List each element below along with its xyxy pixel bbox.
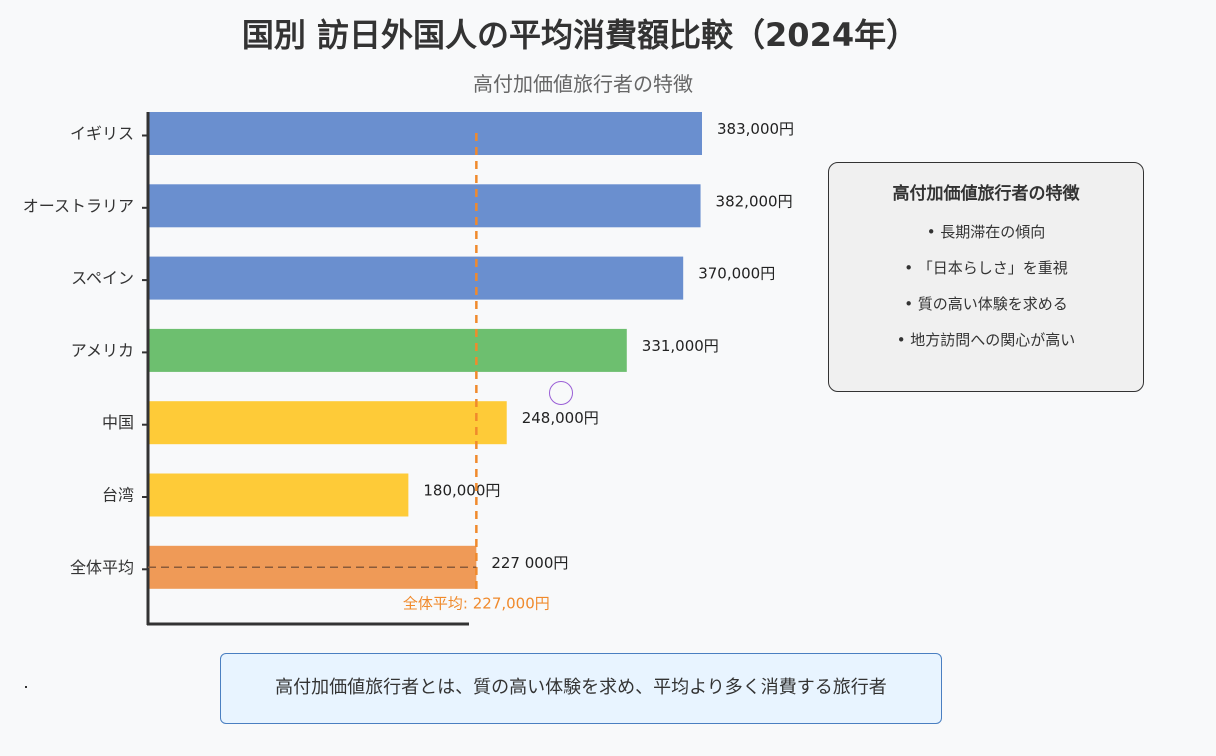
bar-1: [148, 184, 701, 228]
y-tick-label: 台湾: [102, 486, 134, 505]
data-label: 331,000円: [642, 337, 719, 355]
stray-dot: [25, 686, 27, 688]
bar-5: [148, 473, 409, 517]
info-item: • 長期滞在の傾向: [926, 223, 1046, 241]
info-box-list: • 長期滞在の傾向 • 「日本らしさ」を重視 • 質の高い体験を求める • 地方…: [829, 214, 1143, 358]
y-tick-label: 中国: [102, 413, 134, 432]
data-label: 248,000円: [522, 409, 599, 427]
data-label: 383,000円: [717, 120, 794, 138]
data-label: 180,000円: [423, 482, 500, 500]
y-tick-label: スペイン: [71, 269, 134, 288]
chart-title: 国別 訪日外国人の平均消費額比較（2024年）: [241, 16, 919, 54]
bar-0: [148, 112, 702, 155]
info-box: 高付加価値旅行者の特徴 • 長期滞在の傾向 • 「日本らしさ」を重視 • 質の高…: [828, 162, 1144, 392]
chart-subtitle: 高付加価値旅行者の特徴: [473, 72, 693, 96]
data-label: 370,000円: [698, 265, 775, 283]
y-tick-label: 全体平均: [70, 558, 134, 577]
info-item: • 質の高い体験を求める: [904, 295, 1068, 313]
data-label: 227 000円: [491, 554, 568, 572]
info-box-title: 高付加価値旅行者の特徴: [892, 184, 1080, 204]
cursor-indicator: [549, 381, 573, 405]
info-item: • 地方訪問への関心が高い: [896, 331, 1076, 349]
y-tick-label: イギリス: [70, 124, 134, 143]
data-label: 382,000円: [716, 192, 793, 210]
average-line-label: 全体平均: 227,000円: [403, 595, 550, 613]
y-tick-label: オーストラリア: [23, 196, 134, 215]
bar-4: [148, 401, 507, 445]
bar-2: [148, 256, 684, 300]
info-item: • 「日本らしさ」を重視: [904, 259, 1068, 277]
definition-note: 高付加価値旅行者とは、質の高い体験を求め、平均より多く消費する旅行者: [220, 653, 942, 724]
y-tick-label: アメリカ: [71, 341, 134, 360]
bar-3: [148, 328, 627, 372]
